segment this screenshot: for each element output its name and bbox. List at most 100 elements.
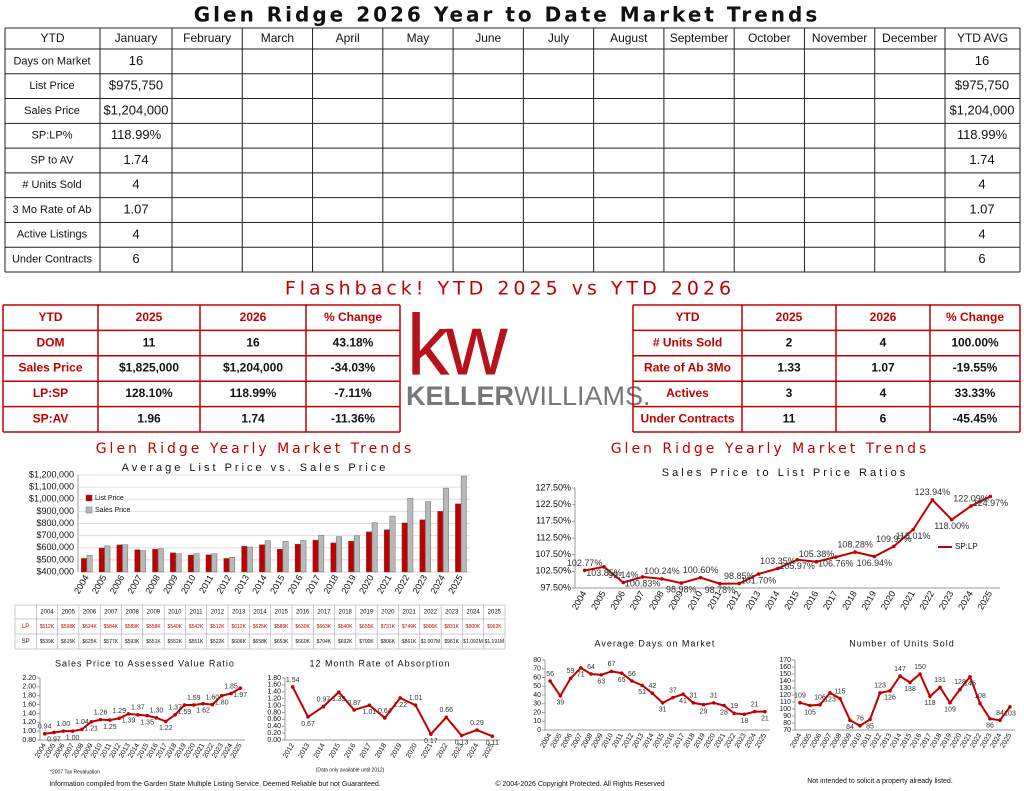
- comparison-cell: 11: [143, 335, 156, 349]
- y-tick-label: $1,100,000: [29, 482, 74, 492]
- y-tick-label: 1.80: [22, 693, 36, 700]
- point: [191, 703, 196, 707]
- table-value: $630K: [295, 624, 310, 630]
- data-label: 1.01: [363, 709, 377, 716]
- y-tick-label: 1.20: [22, 719, 36, 726]
- y-tick-label: 1.60: [267, 682, 281, 689]
- comparison-cell: -11.36%: [331, 411, 375, 425]
- data-label: 102.77%: [567, 558, 603, 568]
- y-tick-label: 1.20: [267, 696, 281, 703]
- data-label: 0.64: [378, 708, 392, 715]
- y-tick-label: 0.00: [267, 737, 281, 744]
- data-label: 85: [866, 723, 874, 730]
- x-tick-label: 2016: [286, 573, 305, 595]
- x-tick-label: 2015: [328, 742, 342, 759]
- bar: [460, 475, 467, 573]
- data-label: 109.97%: [876, 534, 912, 544]
- comparison-cell: Actives: [666, 386, 709, 400]
- data-label: 124.97%: [973, 498, 1009, 508]
- table-year: 2021: [402, 610, 416, 616]
- data-label: 67: [608, 661, 616, 668]
- bar: [277, 549, 283, 573]
- comparison-cell: 43.18%: [333, 335, 374, 349]
- y-tick-label: 127.50%: [535, 482, 571, 492]
- point: [872, 554, 877, 559]
- column-header: August: [610, 31, 648, 45]
- point: [968, 675, 972, 679]
- y-tick-label: 1.60: [22, 701, 36, 708]
- bar: [223, 558, 230, 573]
- bar: [241, 546, 248, 573]
- point: [352, 708, 356, 712]
- data-label: 1.59: [187, 695, 201, 702]
- bar: [312, 539, 319, 573]
- point: [52, 730, 56, 735]
- y-tick-label: $1,200,000: [29, 469, 74, 479]
- data-label: 63: [597, 679, 605, 686]
- data-label: 1.29: [112, 708, 126, 715]
- series-line: [799, 672, 1011, 727]
- y-tick-label: 100: [779, 706, 791, 713]
- bar: [229, 557, 235, 573]
- data-label: 64: [587, 664, 595, 671]
- data-label: 42: [648, 683, 656, 690]
- x-tick-label: 2024: [466, 742, 480, 759]
- point: [383, 716, 387, 720]
- table-year: 2018: [339, 610, 353, 616]
- point: [891, 544, 896, 549]
- x-tick-label: 2015: [268, 573, 287, 595]
- data-label: 118: [924, 700, 935, 707]
- bar: [157, 548, 164, 573]
- x-tick-label: 2006: [608, 589, 627, 611]
- x-tick-label: 2025: [754, 732, 768, 749]
- data-label: 1.39: [332, 696, 346, 703]
- point: [558, 694, 563, 698]
- x-tick-label: 2022: [393, 573, 412, 595]
- data-label: 1.37: [131, 705, 145, 712]
- bar: [282, 541, 289, 573]
- table-value: $625K: [253, 624, 268, 630]
- data-label: 0.87: [347, 700, 361, 707]
- data-label: 56: [546, 671, 554, 678]
- data-label: 1.01: [409, 695, 423, 702]
- table-value: $861K: [402, 639, 417, 645]
- data-label: 76: [856, 716, 864, 723]
- data-label: 101.70%: [741, 575, 777, 585]
- data-label: 150: [914, 664, 926, 671]
- chart-title: Average List Price vs. Sales Price: [122, 462, 389, 474]
- point: [117, 716, 122, 721]
- bar: [259, 544, 265, 573]
- x-tick-label: 2007: [628, 589, 647, 611]
- cell: 1.74: [969, 152, 994, 167]
- comparison-cell: Rate of Ab 3Mo: [644, 361, 731, 375]
- x-tick-label: 2005: [90, 573, 109, 595]
- table-year: 2011: [190, 610, 204, 616]
- y-tick-label: 1.40: [267, 689, 281, 696]
- y-tick-label: $500,000: [36, 554, 74, 564]
- point: [698, 575, 703, 580]
- point: [367, 703, 372, 708]
- data-label: 1.22: [159, 725, 173, 732]
- point: [998, 718, 1002, 722]
- chart-title: Sales Price to Assessed Value Ratio: [55, 658, 235, 668]
- comparison-cell: LP:SP: [33, 386, 68, 400]
- x-tick-label: 2019: [339, 573, 358, 595]
- table-value: $1.191M: [485, 639, 504, 645]
- data-label: 108: [974, 693, 986, 700]
- data-label: 126: [884, 695, 896, 702]
- y-tick-label: 2.00: [22, 684, 36, 691]
- data-label: 1.21: [84, 726, 98, 733]
- point: [838, 696, 842, 701]
- x-tick-label: 2008: [647, 589, 666, 611]
- y-tick-label: $400,000: [36, 566, 74, 576]
- y-tick-label: 50: [533, 683, 541, 690]
- table-year: 2025: [488, 610, 502, 616]
- point: [548, 679, 552, 683]
- x-tick-label: 2008: [143, 573, 162, 595]
- point: [145, 713, 149, 718]
- comparison-cell: 1.96: [137, 411, 161, 425]
- point: [459, 733, 464, 738]
- point: [978, 701, 982, 706]
- point: [173, 712, 177, 717]
- y-tick-label: 0.60: [267, 716, 281, 723]
